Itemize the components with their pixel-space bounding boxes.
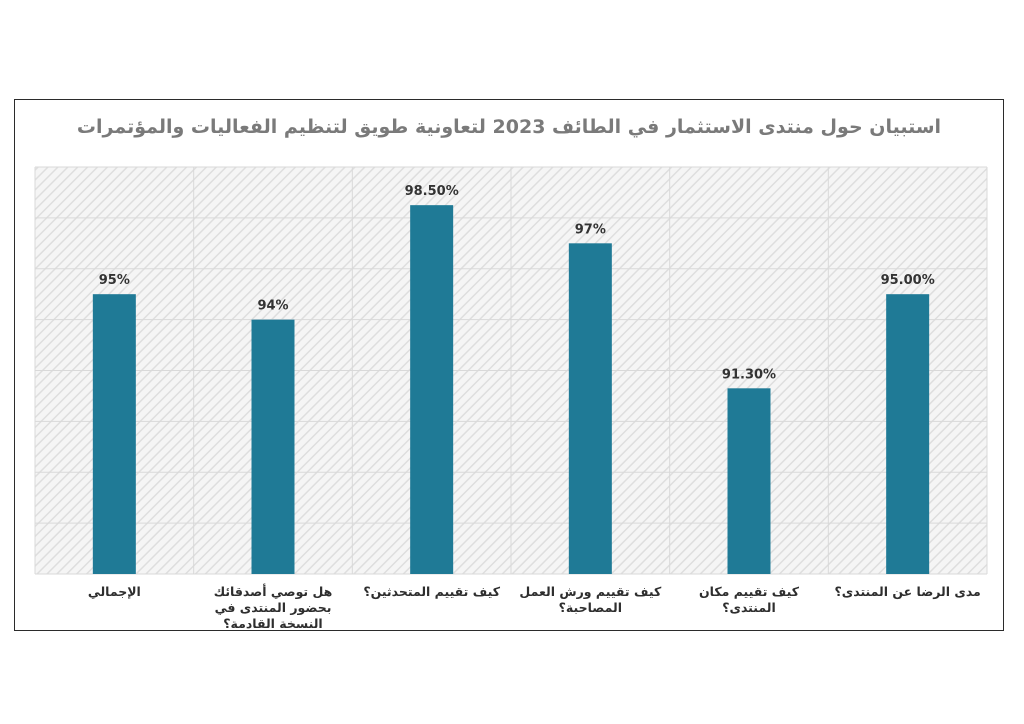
bar-1 bbox=[92, 294, 136, 574]
category-label-5: كيف تقييم مكان المنتدى؟ bbox=[698, 584, 800, 615]
value-label-5: 91.30% bbox=[722, 367, 776, 382]
value-label-2: 94% bbox=[257, 299, 288, 314]
value-label-1: 95% bbox=[99, 273, 130, 288]
value-label-4: 97% bbox=[575, 222, 606, 237]
bar-4 bbox=[568, 243, 612, 574]
chart-title: استبيان حول منتدى الاستثمار في الطائف 20… bbox=[76, 116, 942, 138]
bar-2 bbox=[251, 319, 295, 574]
category-label-2: هل توصي أصدقائك بحضور المنتدى في النسخة … bbox=[213, 584, 333, 631]
category-label-4: كيف تقييم ورش العمل المصاحبة؟ bbox=[519, 584, 662, 615]
value-label-6: 95.00% bbox=[881, 273, 935, 288]
category-label-1: الإجمالي bbox=[87, 584, 141, 599]
bar-chart: 95% 94% 98.50% 97% 91.30% 95.00% bbox=[34, 166, 988, 575]
category-label-6: مدى الرضا عن المنتدى؟ bbox=[834, 584, 981, 599]
chart-frame: استبيان حول منتدى الاستثمار في الطائف 20… bbox=[14, 99, 1004, 631]
bar-5 bbox=[727, 388, 771, 574]
bar-3 bbox=[410, 205, 454, 574]
bar-6 bbox=[886, 294, 930, 574]
value-label-3: 98.50% bbox=[405, 184, 459, 199]
category-label-3: كيف تقييم المتحدثين؟ bbox=[363, 584, 500, 599]
